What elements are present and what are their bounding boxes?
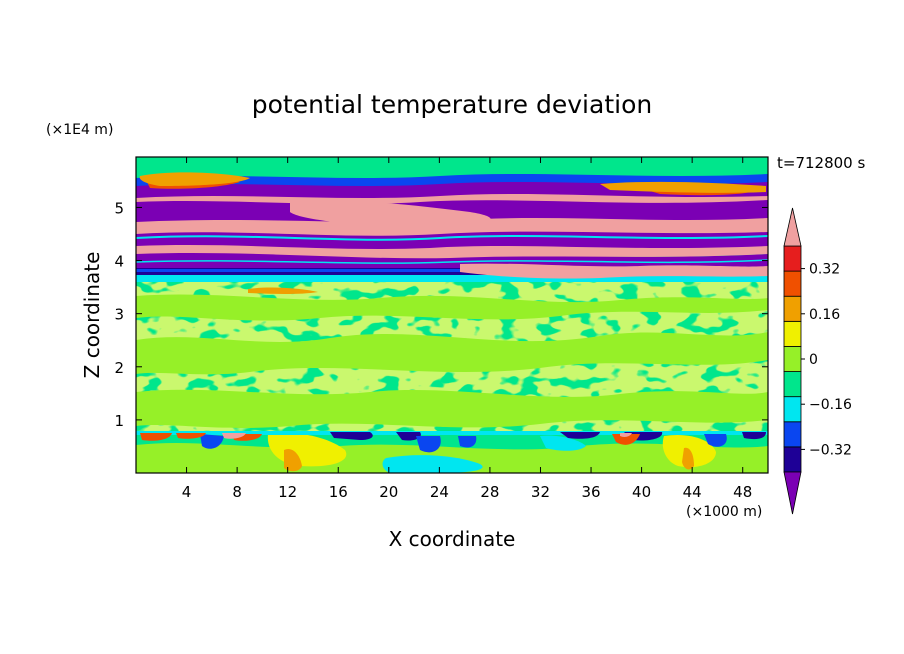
x-tick-label: 24 xyxy=(430,483,449,501)
y-tick-label: 1 xyxy=(114,412,124,430)
x-axis-ticks: 4 8 12 16 20 24 28 32 36 40 44 48 xyxy=(182,157,752,501)
cyan-thread xyxy=(136,259,768,264)
colorbar-bottom-triangle xyxy=(783,471,802,515)
y-unit-label: (×1E4 m) xyxy=(46,122,113,138)
light-green-region xyxy=(136,294,768,321)
y-tick-label: 4 xyxy=(114,253,124,271)
colorbar-bin xyxy=(783,270,802,297)
inversion-warm-patch xyxy=(140,433,640,445)
colorbar-bin xyxy=(783,295,802,322)
colorbar-bin xyxy=(783,421,802,448)
cyan-thread xyxy=(136,235,768,241)
colorbar-top-triangle xyxy=(783,207,802,247)
colorbar-bin xyxy=(783,371,802,398)
surface-warm-orange xyxy=(284,448,302,472)
x-axis-label: X coordinate xyxy=(389,527,516,551)
x-tick-label: 20 xyxy=(379,483,398,501)
x-unit-label: (×1000 m) xyxy=(686,504,762,520)
layer-boundary xyxy=(136,274,768,282)
surface-cyan-patch xyxy=(382,455,483,473)
y-tick-label: 2 xyxy=(114,359,124,377)
colorbar-bin xyxy=(783,446,802,473)
chart-title: potential temperature deviation xyxy=(252,90,652,119)
x-tick-label: 36 xyxy=(581,483,600,501)
y-axis-label: Z coordinate xyxy=(80,252,104,379)
cold-layer-core xyxy=(136,269,768,272)
warm-streak xyxy=(248,287,318,294)
light-green-region xyxy=(136,332,768,375)
colorbar-bin xyxy=(783,245,802,272)
inversion-cold-patch xyxy=(330,432,766,441)
y-tick-label: 3 xyxy=(114,306,124,324)
x-tick-label: 40 xyxy=(632,483,651,501)
x-tick-label: 48 xyxy=(733,483,752,501)
x-tick-label: 4 xyxy=(182,483,192,501)
warm-top-patch xyxy=(139,172,250,186)
surface-warm-orange xyxy=(682,447,694,470)
purple-layer xyxy=(136,230,768,249)
x-tick-label: 32 xyxy=(531,483,550,501)
time-label: t=712800 s xyxy=(777,154,865,172)
x-tick-label: 8 xyxy=(232,483,242,501)
surface-cyan-patch xyxy=(540,435,586,451)
inversion-line xyxy=(136,431,768,435)
colorbar-label: 0.32 xyxy=(809,262,840,278)
blue-layer xyxy=(136,174,768,186)
y-tick-label: 5 xyxy=(114,199,124,217)
colorbar-bin xyxy=(783,396,802,423)
contour-field xyxy=(136,157,768,473)
inversion-blue-patch xyxy=(200,434,727,453)
pink-layer xyxy=(290,200,491,229)
colorbar-bin xyxy=(783,346,802,372)
colorbar-label: 0.16 xyxy=(809,307,840,323)
plot-frame xyxy=(135,156,769,474)
warm-top-patch xyxy=(600,181,766,193)
x-tick-label: 44 xyxy=(683,483,702,501)
colorbar: 0.32 0.16 0 −0.16 −0.32 xyxy=(783,207,852,515)
x-tick-label: 16 xyxy=(329,483,348,501)
light-green-region xyxy=(136,389,768,428)
x-tick-label: 28 xyxy=(480,483,499,501)
y-axis-ticks: 1 2 3 4 5 xyxy=(114,199,768,430)
colorbar-bin xyxy=(783,320,802,347)
pink-layer xyxy=(460,263,768,279)
x-tick-label: 12 xyxy=(278,483,297,501)
colorbar-label: 0 xyxy=(809,352,818,368)
colorbar-label: −0.16 xyxy=(809,397,852,413)
colorbar-label: −0.32 xyxy=(809,442,852,458)
